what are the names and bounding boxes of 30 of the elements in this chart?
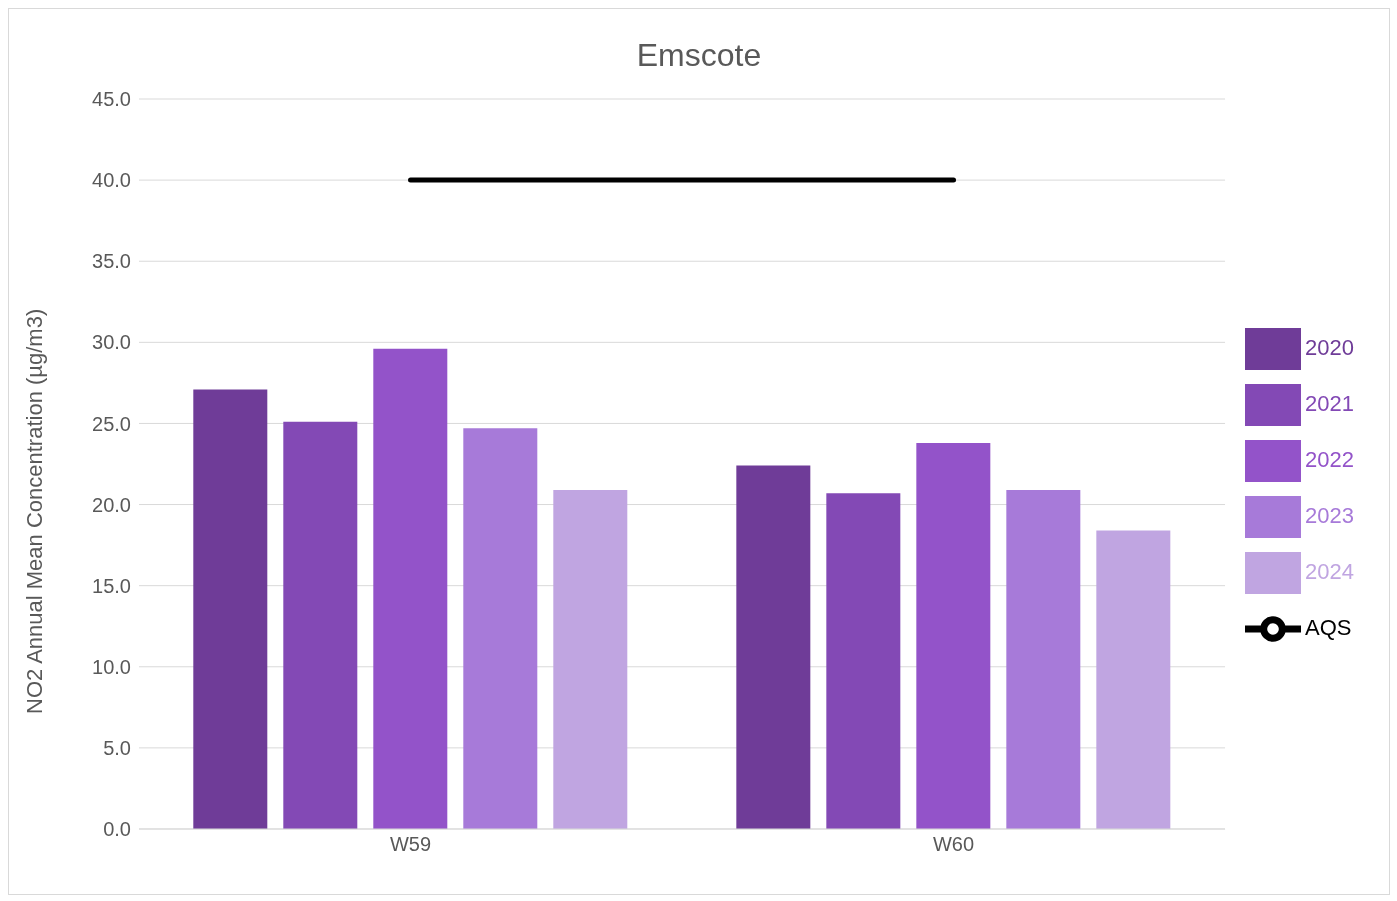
bar (283, 421, 358, 829)
legend-label: 2020 (1305, 334, 1354, 360)
y-tick-label: 15.0 (92, 574, 131, 597)
y-tick-label: 10.0 (92, 655, 131, 678)
bar (916, 442, 991, 829)
x-tick-label: W59 (389, 833, 432, 856)
y-axis-title: NO2 Annual Mean Concentration (µg/m3) (21, 308, 47, 714)
y-tick-label: 20.0 (92, 493, 131, 516)
legend-label: 2024 (1305, 558, 1354, 584)
y-tick-label: 40.0 (92, 169, 131, 192)
legend-label: 2023 (1305, 502, 1354, 528)
bar (826, 493, 901, 829)
y-tick-label: 30.0 (92, 331, 131, 354)
bar (1096, 530, 1171, 829)
legend-label: 2021 (1305, 390, 1354, 416)
y-tick-label: 25.0 (92, 412, 131, 435)
y-tick-label: 0.0 (103, 818, 131, 841)
x-tick-label: W60 (932, 833, 975, 856)
bar (553, 489, 628, 829)
y-tick-label: 5.0 (103, 736, 131, 759)
y-tick-label: 45.0 (92, 88, 131, 111)
bar (373, 348, 448, 829)
bar (193, 389, 268, 829)
legend-label: AQS (1305, 614, 1352, 640)
bar (463, 428, 538, 829)
legend-label: 2022 (1305, 446, 1354, 472)
y-tick-label: 35.0 (92, 250, 131, 273)
bar (1006, 489, 1081, 829)
bar (736, 465, 811, 829)
chart-title: Emscote (635, 36, 763, 75)
